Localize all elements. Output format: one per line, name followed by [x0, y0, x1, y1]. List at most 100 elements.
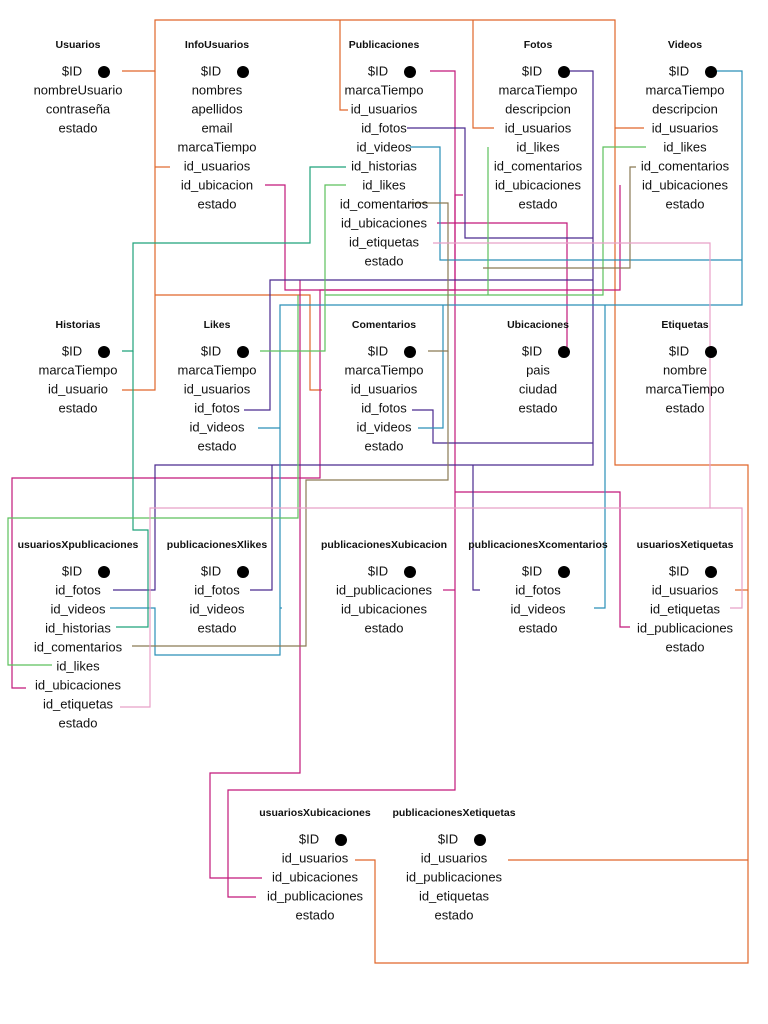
connector — [410, 202, 449, 352]
field: id_etiquetas — [419, 888, 490, 903]
table-title: usuariosXubicaciones — [259, 807, 371, 819]
field: id_comentarios — [641, 158, 730, 173]
field: id_videos — [51, 601, 106, 616]
field: ciudad — [519, 381, 557, 396]
field: marcaTiempo — [178, 139, 257, 154]
connector — [710, 507, 743, 609]
field: pais — [526, 362, 550, 377]
field: estado — [364, 253, 403, 268]
key-dot — [558, 346, 570, 358]
field: id_usuarios — [184, 381, 251, 396]
primary-key: $ID — [522, 563, 542, 578]
field: id_fotos — [361, 120, 407, 135]
field: id_likes — [56, 658, 100, 673]
field: id_fotos — [194, 400, 240, 415]
table-title: publicacionesXubicacion — [321, 539, 447, 551]
connector — [418, 305, 444, 429]
field: id_videos — [511, 601, 566, 616]
field: id_usuarios — [351, 381, 418, 396]
field: id_comentarios — [340, 196, 429, 211]
primary-key: $ID — [201, 563, 221, 578]
field: nombres — [192, 82, 243, 97]
field: estado — [518, 196, 557, 211]
field: estado — [518, 400, 557, 415]
field: marcaTiempo — [39, 362, 118, 377]
table-title: publicacionesXetiquetas — [392, 807, 515, 819]
field: apellidos — [191, 101, 243, 116]
field: nombreUsuario — [34, 82, 123, 97]
connector — [325, 146, 646, 296]
field: id_likes — [663, 139, 707, 154]
table-title: Fotos — [524, 39, 553, 51]
connector — [132, 351, 449, 647]
connector — [244, 279, 593, 411]
field: estado — [58, 715, 97, 730]
connector — [472, 20, 494, 129]
field: id_etiquetas — [650, 601, 721, 616]
connector — [455, 491, 630, 628]
connector — [7, 295, 299, 666]
key-dot — [404, 566, 416, 578]
primary-key: $ID — [62, 63, 82, 78]
connector — [437, 222, 568, 350]
table-title: InfoUsuarios — [185, 39, 249, 51]
key-dot — [404, 346, 416, 358]
field: marcaTiempo — [646, 82, 725, 97]
field: marcaTiempo — [345, 362, 424, 377]
field: id_fotos — [515, 582, 561, 597]
field: estado — [518, 620, 557, 635]
field: id_fotos — [361, 400, 407, 415]
connector — [483, 166, 636, 269]
connector — [594, 305, 606, 609]
primary-key: $ID — [201, 343, 221, 358]
primary-key: $ID — [201, 63, 221, 78]
key-dot — [474, 834, 486, 846]
primary-key: $ID — [522, 343, 542, 358]
field: estado — [665, 639, 704, 654]
field: id_historias — [45, 620, 111, 635]
field: id_usuarios — [505, 120, 572, 135]
key-dot — [335, 834, 347, 846]
connector — [412, 409, 593, 444]
field: descripcion — [505, 101, 571, 116]
primary-key: $ID — [368, 63, 388, 78]
table-title: Historias — [56, 319, 101, 331]
field: id_usuarios — [184, 158, 251, 173]
field: id_videos — [357, 419, 412, 434]
table-title: Ubicaciones — [507, 319, 569, 331]
field: id_likes — [362, 177, 406, 192]
field: marcaTiempo — [646, 381, 725, 396]
table-title: Videos — [668, 39, 702, 51]
field: id_ubicaciones — [495, 177, 582, 192]
field: id_ubicaciones — [35, 677, 122, 692]
table-title: publicacionesXcomentarios — [468, 539, 608, 551]
connector — [122, 166, 346, 352]
key-dot — [558, 566, 570, 578]
field: id_ubicaciones — [642, 177, 729, 192]
field: id_fotos — [194, 582, 240, 597]
field: id_publicaciones — [267, 888, 364, 903]
connector — [110, 70, 743, 656]
field: marcaTiempo — [499, 82, 578, 97]
field: id_etiquetas — [43, 696, 114, 711]
field: id_ubicaciones — [341, 215, 428, 230]
field: estado — [58, 120, 97, 135]
key-dot — [237, 346, 249, 358]
table-title: Comentarios — [352, 319, 416, 331]
connector — [472, 465, 480, 591]
primary-key: $ID — [62, 563, 82, 578]
field: marcaTiempo — [178, 362, 257, 377]
primary-key: $ID — [299, 831, 319, 846]
connector — [155, 294, 322, 391]
field: id_videos — [190, 419, 245, 434]
primary-key: $ID — [669, 343, 689, 358]
key-dot — [98, 566, 110, 578]
connector — [339, 20, 348, 111]
field: email — [201, 120, 232, 135]
field: id_comentarios — [494, 158, 583, 173]
table-title: usuariosXetiquetas — [637, 539, 734, 551]
field: id_usuario — [48, 381, 108, 396]
field: estado — [197, 196, 236, 211]
primary-key: $ID — [438, 831, 458, 846]
connectors — [7, 19, 749, 964]
